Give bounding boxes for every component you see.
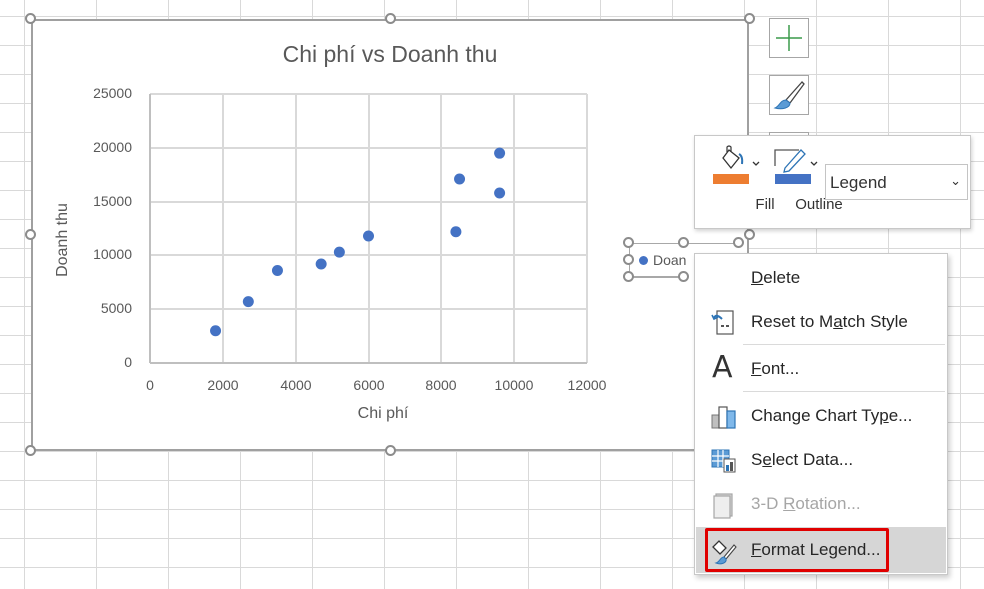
data-point[interactable] bbox=[315, 258, 327, 270]
gridlines bbox=[150, 93, 588, 363]
outline-label: Outline bbox=[795, 196, 843, 213]
legend-handle[interactable] bbox=[678, 271, 689, 282]
x-tick: 8000 bbox=[425, 377, 457, 393]
data-point[interactable] bbox=[333, 246, 345, 258]
data-point[interactable] bbox=[494, 147, 506, 159]
resize-handle-top[interactable] bbox=[385, 13, 396, 24]
legend[interactable]: Doan bbox=[629, 243, 739, 278]
y-tick: 20000 bbox=[93, 139, 132, 155]
resize-handle-top-left[interactable] bbox=[25, 13, 36, 24]
resize-handle-bottom[interactable] bbox=[385, 445, 396, 456]
x-tick: 2000 bbox=[207, 377, 239, 393]
x-tick: 6000 bbox=[353, 377, 385, 393]
mini-toolbar: Fill Outline Legend ⌄ bbox=[694, 135, 971, 229]
menu-item-change-chart-type[interactable]: Change Chart Type... bbox=[696, 394, 946, 438]
menu-item-3d-rotation: 3-D Rotation... bbox=[696, 482, 946, 526]
highlight-annotation-box bbox=[705, 528, 889, 572]
chart-element-dropdown-value: Legend bbox=[830, 173, 887, 192]
chart-area[interactable]: Chi phí vs Doanh thu 25000 20000 15000 1… bbox=[31, 19, 749, 451]
legend-handle[interactable] bbox=[678, 237, 689, 248]
x-axis-title[interactable]: Chi phí bbox=[357, 405, 409, 422]
data-points bbox=[210, 147, 506, 337]
outline-button[interactable]: Outline bbox=[765, 142, 843, 222]
menu-separator bbox=[743, 344, 945, 345]
axes bbox=[149, 94, 587, 364]
y-tick: 10000 bbox=[93, 246, 132, 262]
pen-outline-icon bbox=[774, 149, 818, 184]
resize-handle-top-right[interactable] bbox=[744, 13, 755, 24]
chart-title[interactable]: Chi phí vs Doanh thu bbox=[282, 41, 498, 67]
3d-rotation-icon bbox=[713, 493, 733, 519]
data-point[interactable] bbox=[210, 325, 222, 337]
menu-item-label: Font... bbox=[751, 359, 800, 378]
y-axis-title[interactable]: Doanh thu bbox=[54, 203, 71, 277]
menu-item-select-data[interactable]: Select Data... bbox=[696, 438, 946, 482]
menu-item-delete[interactable]: Delete bbox=[696, 256, 946, 300]
select-data-icon bbox=[711, 449, 736, 473]
data-point[interactable] bbox=[494, 187, 506, 199]
chart-styles-button[interactable] bbox=[769, 75, 809, 115]
chevron-down-icon: ⌄ bbox=[950, 173, 961, 188]
menu-item-label: Format Legend... bbox=[751, 540, 881, 559]
paint-bucket-icon bbox=[713, 145, 760, 184]
format-legend-icon bbox=[712, 540, 737, 565]
data-point[interactable] bbox=[454, 173, 466, 185]
menu-item-font[interactable]: A Font... bbox=[696, 347, 946, 391]
chart-element-dropdown[interactable]: Legend ⌄ bbox=[825, 164, 968, 200]
y-tick: 5000 bbox=[100, 300, 132, 316]
legend-marker bbox=[639, 256, 648, 265]
fill-button[interactable]: Fill bbox=[707, 142, 775, 222]
y-tick: 15000 bbox=[93, 193, 132, 209]
reset-style-icon bbox=[711, 310, 734, 335]
resize-handle-left[interactable] bbox=[25, 229, 36, 240]
data-point[interactable] bbox=[242, 296, 254, 308]
x-tick: 12000 bbox=[567, 377, 607, 393]
legend-handle[interactable] bbox=[623, 237, 634, 248]
menu-item-label: Reset to Match Style bbox=[751, 312, 908, 331]
menu-item-label: 3-D Rotation... bbox=[751, 494, 861, 513]
data-point[interactable] bbox=[271, 264, 283, 276]
legend-handle[interactable] bbox=[733, 237, 744, 248]
y-tick: 0 bbox=[124, 354, 132, 370]
x-tick: 0 bbox=[146, 377, 154, 393]
fill-label: Fill bbox=[755, 196, 775, 213]
legend-handle[interactable] bbox=[623, 271, 634, 282]
plus-icon bbox=[776, 25, 802, 51]
data-point[interactable] bbox=[363, 230, 374, 242]
menu-item-label: Select Data... bbox=[751, 450, 854, 469]
resize-handle-bottom-left[interactable] bbox=[25, 445, 36, 456]
legend-handle[interactable] bbox=[623, 254, 634, 265]
chart-type-icon bbox=[711, 406, 736, 429]
legend-text[interactable]: Doan bbox=[653, 252, 687, 268]
data-point[interactable] bbox=[450, 226, 462, 238]
menu-separator bbox=[743, 391, 945, 392]
menu-item-label: Change Chart Type... bbox=[751, 406, 913, 425]
menu-item-label: Delete bbox=[751, 268, 801, 287]
resize-handle-right[interactable] bbox=[744, 229, 755, 240]
menu-item-reset-to-match-style[interactable]: Reset to Match Style bbox=[696, 300, 946, 344]
x-tick: 10000 bbox=[494, 377, 534, 393]
paintbrush-icon bbox=[773, 81, 805, 110]
y-tick: 25000 bbox=[93, 85, 132, 101]
x-tick: 4000 bbox=[280, 377, 312, 393]
menu-item-format-legend[interactable]: Format Legend... bbox=[696, 527, 946, 573]
plot-area[interactable] bbox=[33, 21, 751, 453]
context-menu: Delete Reset to Match Style A Font... Ch… bbox=[694, 253, 948, 575]
chart-elements-button[interactable] bbox=[769, 18, 809, 58]
font-icon: A bbox=[712, 350, 733, 385]
